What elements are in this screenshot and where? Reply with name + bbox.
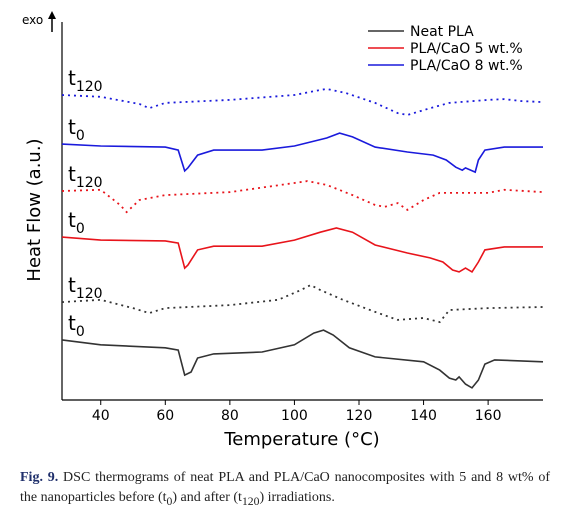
curve-label: t0 xyxy=(68,115,85,144)
y-axis-label: Heat Flow (a.u.) xyxy=(24,138,45,281)
exo-label: exo xyxy=(22,13,43,27)
series-line xyxy=(61,180,544,214)
curve-label-sub: 120 xyxy=(76,79,103,95)
curve-label: t0 xyxy=(68,208,85,237)
series-line xyxy=(61,227,543,273)
curve-label-text: t xyxy=(68,311,76,335)
caption-sub: 0 xyxy=(166,494,173,508)
series-line xyxy=(61,132,543,174)
curve-label-text: t xyxy=(68,115,76,139)
x-axis-label: Temperature (°C) xyxy=(223,429,379,450)
curve-label-text: t xyxy=(68,66,76,90)
x-tick-label: 40 xyxy=(92,408,110,424)
series-line xyxy=(61,329,544,389)
curve-label-text: t xyxy=(68,208,76,232)
curve-label-sub: 120 xyxy=(76,175,103,191)
exo-arrow-head xyxy=(48,11,56,19)
legend-label: Neat PLA xyxy=(410,24,474,40)
caption: Fig. 9. DSC thermograms of neat PLA and … xyxy=(20,468,550,512)
x-tick-label: 80 xyxy=(221,408,239,424)
curve-label: t0 xyxy=(68,311,85,340)
caption-text: DSC thermograms of neat PLA and PLA/CaO … xyxy=(20,470,551,505)
caption-label: Fig. 9. xyxy=(20,470,59,485)
curve-label-sub: 0 xyxy=(76,128,85,144)
legend-label: PLA/CaO 8 wt.% xyxy=(410,58,523,74)
series-line xyxy=(61,284,544,324)
chart: exo Temperature (°C) Heat Flow (a.u.) 40… xyxy=(22,11,544,450)
curve-label: t120 xyxy=(68,273,103,302)
curve-label: t120 xyxy=(68,66,103,95)
legend-label: PLA/CaO 5 wt.% xyxy=(410,41,523,57)
curve-label-sub: 120 xyxy=(76,286,103,302)
caption-text: ) and after (t xyxy=(172,490,242,505)
caption-text: ) irradiations. xyxy=(259,490,335,505)
curve-label-text: t xyxy=(68,162,76,186)
x-tick-label: 60 xyxy=(156,408,174,424)
caption-sub: 120 xyxy=(241,494,260,508)
curve-label-sub: 0 xyxy=(76,221,85,237)
x-tick-label: 160 xyxy=(475,408,502,424)
series-line xyxy=(61,87,544,116)
x-tick-label: 140 xyxy=(410,408,437,424)
curve-label-sub: 0 xyxy=(76,324,85,340)
curve-label: t120 xyxy=(68,162,103,191)
curve-label-text: t xyxy=(68,273,76,297)
x-tick-label: 120 xyxy=(346,408,373,424)
x-tick-label: 100 xyxy=(281,408,308,424)
